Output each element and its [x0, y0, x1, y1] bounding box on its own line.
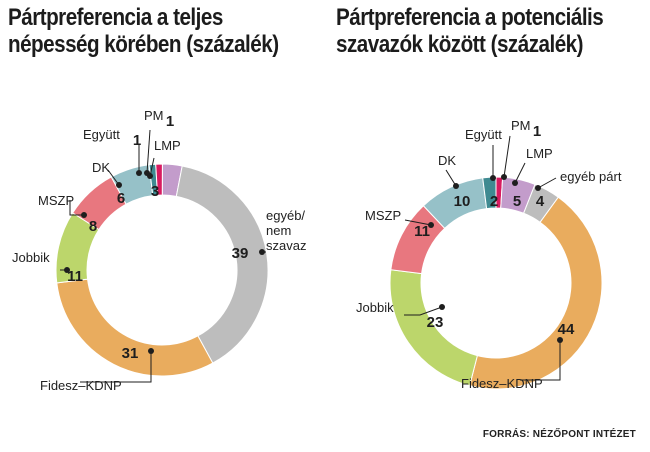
series-label-egy-b: egyéb/nem szavaz: [266, 208, 306, 253]
series-label-mszp: MSZP: [365, 208, 401, 223]
chart-title-left-line-1: Pártpreferencia a teljes: [8, 4, 223, 31]
leader-dot-lmp: [512, 180, 518, 186]
series-label-fidesz-kdnp: Fidesz–KDNP: [40, 378, 122, 393]
value-label-pm: 1: [533, 123, 541, 140]
leader-dot-pm: [501, 174, 507, 180]
series-label-fidesz-kdnp: Fidesz–KDNP: [461, 376, 543, 391]
value-label-dk: 6: [117, 190, 125, 207]
series-label-pm: PM: [144, 108, 164, 123]
slice-egy-tt: [482, 176, 497, 210]
leader-dot-mszp: [428, 222, 434, 228]
value-label-mszp: 8: [89, 218, 97, 235]
leader-dot-egy-b: [259, 249, 265, 255]
value-label-lmp: 5: [513, 193, 521, 210]
value-label-jobbik: 23: [427, 314, 444, 331]
leader-line-dk: [445, 169, 457, 187]
slice-fidesz-kdnp: [469, 196, 603, 390]
chart-title-left: Pártpreferencia a teljes népesség körébe…: [8, 4, 279, 58]
leader-line-pm: [503, 135, 511, 178]
leader-dot-pm: [144, 170, 150, 176]
value-label-dk: 10: [454, 193, 471, 210]
leader-line-mszp: [69, 200, 84, 216]
value-label-egy-b: 4: [536, 193, 545, 210]
leader-line-fidesz-kdnp: [80, 351, 152, 383]
series-label-egy-b: egyéb párt: [560, 169, 622, 184]
leader-line-dk: [107, 169, 120, 186]
series-label-mszp: MSZP: [38, 193, 74, 208]
chart-title-right: Pártpreferencia a potenciális szavazók k…: [336, 4, 604, 58]
series-label-lmp: LMP: [154, 138, 181, 153]
series-label-egy-tt: Együtt: [83, 127, 120, 142]
leader-dot-egy-tt: [136, 170, 142, 176]
leader-line-pm: [146, 129, 151, 174]
value-label-lmp: 3: [151, 183, 159, 200]
chart-title-left-line-2: népesség körében (százalék): [8, 31, 279, 58]
value-label-egy-tt: 2: [490, 193, 498, 210]
series-label-jobbik: Jobbik: [356, 300, 394, 315]
donut-right: 1PM 5 LMP 4 egyéb párt 44 Fidesz–KDNP 23 Jobbik 1…: [356, 118, 622, 391]
leader-dot-jobbik: [439, 304, 445, 310]
value-label-fidesz-kdnp: 44: [558, 321, 575, 338]
value-label-egy-b: 39: [232, 245, 249, 262]
value-label-pm: 1: [166, 113, 174, 130]
series-label-egy-tt: Együtt: [465, 127, 502, 142]
value-label-egy-tt: 1: [133, 132, 141, 149]
leader-line-fidesz-kdnp: [520, 340, 561, 381]
leader-dot-fidesz-kdnp: [557, 337, 563, 343]
leader-line-lmp: [514, 162, 526, 184]
series-label-lmp: LMP: [526, 146, 553, 161]
source-note: FORRÁS: NÉZŐPONT INTÉZET: [482, 429, 636, 440]
leader-dot-jobbik: [64, 267, 70, 273]
leader-line-mszp: [404, 219, 432, 226]
chart-title-right-line-1: Pártpreferencia a potenciális: [336, 4, 604, 31]
value-label-jobbik: 11: [67, 268, 83, 285]
chart-title-right-line-2: szavazók között (százalék): [336, 31, 583, 58]
leader-dot-egy-tt: [490, 175, 496, 181]
slice-pm: [155, 163, 163, 196]
leader-dot-mszp: [81, 212, 87, 218]
leader-dot-fidesz-kdnp: [148, 348, 154, 354]
leader-line-egy-b: [537, 177, 557, 189]
value-label-mszp: 11: [414, 223, 430, 240]
series-label-dk: DK: [92, 160, 110, 175]
leader-dot-dk: [453, 183, 459, 189]
value-label-fidesz-kdnp: 31: [122, 345, 139, 362]
series-label-dk: DK: [438, 153, 456, 168]
leader-dot-dk: [116, 182, 122, 188]
series-label-pm: PM: [511, 118, 531, 133]
slice-egy-b: [175, 165, 269, 364]
series-label-jobbik: Jobbik: [12, 250, 50, 265]
leader-line-lmp: [149, 157, 155, 177]
leader-line-jobbik: [404, 306, 443, 316]
leader-dot-egy-b: [535, 185, 541, 191]
